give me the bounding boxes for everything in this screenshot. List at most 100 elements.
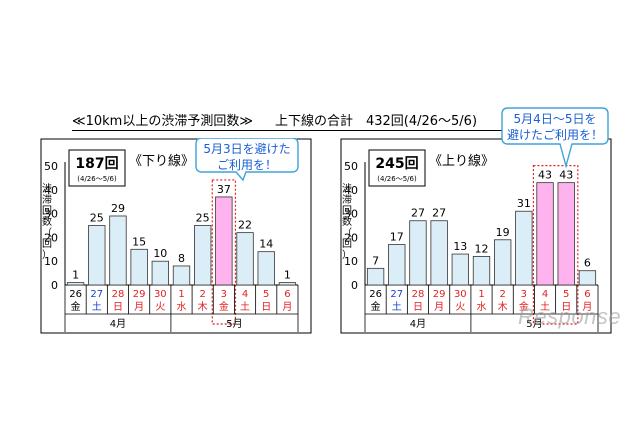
y-axis-label: 渋滞回数（回） <box>42 182 52 261</box>
weekday-label: 金 <box>519 300 529 313</box>
data-label: 1 <box>284 269 291 282</box>
bar <box>257 251 275 286</box>
x-tick-label: 2 <box>199 289 205 300</box>
bar <box>151 260 169 286</box>
total-box <box>368 149 426 187</box>
weekday-label: 土 <box>540 300 550 313</box>
data-label: 7 <box>372 254 379 267</box>
data-label: 37 <box>217 183 231 196</box>
bar <box>388 244 406 286</box>
x-tick-label: 26 <box>69 289 82 300</box>
data-label: 12 <box>475 242 489 255</box>
highlight-frame <box>532 165 579 325</box>
y-tick-label: 50 <box>44 160 58 173</box>
x-tick-label: 1 <box>478 289 484 300</box>
data-label: 43 <box>559 169 573 182</box>
callout-text: 5月3日を避けた <box>203 142 290 156</box>
data-label: 22 <box>238 219 252 232</box>
bar <box>430 220 448 286</box>
data-label: 27 <box>411 207 425 220</box>
bar <box>578 270 597 286</box>
x-tick-label: 28 <box>112 289 125 300</box>
bar <box>494 239 512 286</box>
weekday-label: 火 <box>155 301 165 313</box>
x-tick-label: 1 <box>178 289 184 300</box>
y-tick-label: 40 <box>44 184 58 197</box>
x-tick-label: 6 <box>284 289 290 300</box>
weekday-label: 金 <box>219 300 229 313</box>
x-tick-label: 4 <box>542 289 548 300</box>
weekday-label: 日 <box>561 302 571 313</box>
y-tick-label: 10 <box>44 255 58 268</box>
bar <box>194 225 212 286</box>
x-tick-label: 27 <box>90 289 103 300</box>
bar <box>536 182 554 286</box>
bar <box>215 196 233 286</box>
y-tick-label: 10 <box>344 255 358 268</box>
callout-bubble <box>195 138 299 182</box>
bar <box>515 210 533 286</box>
x-tick-label: 5 <box>563 289 569 300</box>
bar <box>130 248 148 286</box>
bar <box>109 215 127 286</box>
data-label: 19 <box>496 226 510 239</box>
bar <box>278 282 297 286</box>
bar <box>557 182 575 286</box>
data-label: 29 <box>111 202 125 215</box>
weekday-label: 土 <box>392 300 402 313</box>
data-label: 6 <box>584 257 591 270</box>
callout-text: 5月4日～5日を <box>514 112 597 126</box>
weekday-label: 月 <box>582 301 592 313</box>
y-tick-label: 20 <box>344 231 358 244</box>
bar <box>236 232 254 286</box>
weekday-label: 火 <box>455 301 465 313</box>
weekday-label: 土 <box>92 300 102 313</box>
bar <box>172 265 191 286</box>
chart-title: 《下り線》 <box>129 153 194 169</box>
bar <box>451 253 469 286</box>
weekday-label: 土 <box>240 300 250 313</box>
x-tick-label: 29 <box>133 289 146 300</box>
month-label: 5月 <box>526 318 542 330</box>
chart-header: ≪10km以上の渋滞予測回数≫ 上下線の合計 432回(4/26～5/6) <box>72 110 552 131</box>
weekday-label: 日 <box>261 302 271 313</box>
weekday-label: 木 <box>198 301 208 313</box>
y-tick-label: 30 <box>344 208 358 221</box>
x-tick-label: 6 <box>584 289 590 300</box>
x-tick-label: 27 <box>390 289 403 300</box>
total-period: (4/26～5/6) <box>377 175 417 183</box>
data-label: 10 <box>153 247 167 260</box>
callout-bubble <box>501 107 609 169</box>
weekday-label: 日 <box>113 302 123 313</box>
data-label: 13 <box>453 240 467 253</box>
y-tick-label: 50 <box>344 160 358 173</box>
callout-text: 避けたご利用を！ <box>507 127 603 142</box>
chart-frame <box>340 138 612 334</box>
data-label: 27 <box>432 207 446 220</box>
callout-text: ご利用を！ <box>217 157 277 172</box>
data-label: 31 <box>517 197 531 210</box>
header-total: 上下線の合計 432回(4/26～5/6) <box>274 114 478 129</box>
x-tick-label: 28 <box>412 289 425 300</box>
x-tick-label: 4 <box>242 289 248 300</box>
weekday-label: 月 <box>282 301 292 313</box>
bar <box>472 256 491 286</box>
total-count: 187回 <box>75 156 118 172</box>
x-tick-label: 30 <box>454 289 467 300</box>
header-title: ≪10km以上の渋滞予測回数≫ <box>72 114 253 129</box>
weekday-label: 月 <box>434 301 444 313</box>
total-box <box>68 149 126 187</box>
x-tick-label: 30 <box>154 289 167 300</box>
data-label: 8 <box>178 252 185 265</box>
x-tick-label: 26 <box>369 289 382 300</box>
data-label: 14 <box>259 238 273 251</box>
chart-frame <box>40 138 312 334</box>
weekday-label: 日 <box>413 302 423 313</box>
data-label: 25 <box>196 212 210 225</box>
data-label: 43 <box>538 169 552 182</box>
data-label: 15 <box>132 235 146 248</box>
y-axis-label: 渋滞回数（回） <box>342 182 352 261</box>
